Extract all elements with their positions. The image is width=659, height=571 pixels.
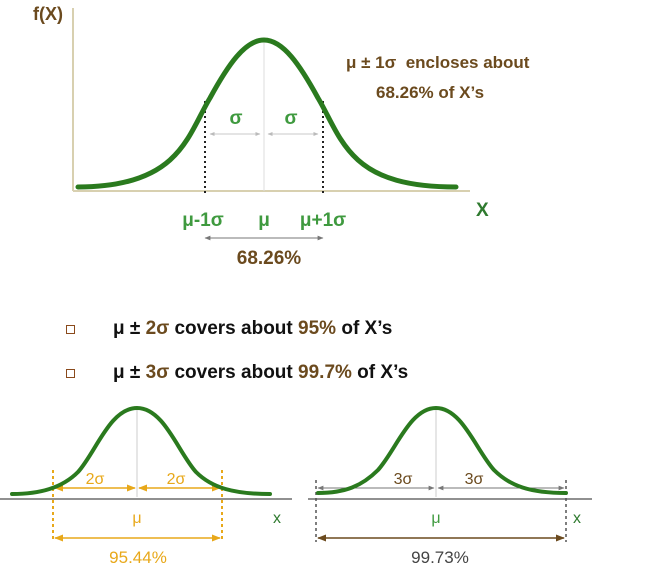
bullet-percent: 95% xyxy=(298,318,337,339)
bullet-k: 3σ xyxy=(145,362,170,383)
x-label-3-sigma: x xyxy=(573,510,581,527)
bullet-percent: 99.7% xyxy=(298,362,352,383)
annotation-line-2: 68.26% of X’s xyxy=(376,83,484,102)
coverage-percent-1-sigma: 68.26% xyxy=(237,248,302,269)
sigma-right-label: σ xyxy=(285,108,298,129)
bullet-item-3-sigma: μ ± 3σ covers about 99.7% of X’s xyxy=(66,362,408,384)
bullet-suffix: of X’s xyxy=(351,362,409,383)
normal-curve-2-sigma xyxy=(10,405,272,496)
bottom-left-panel: 2σ 2σ μ x 95.44% xyxy=(0,405,292,567)
mu-label-2-sigma: μ xyxy=(132,510,141,527)
top-panel: f(X) X σ σ μ ± 1σ encloses about 68.26% … xyxy=(33,4,530,269)
label-left-2-sigma: 2σ xyxy=(86,471,105,488)
bullet-mid: covers about xyxy=(169,318,299,339)
sigma-left-label: σ xyxy=(230,108,243,129)
tick-label-minus-1-sigma: μ-1σ xyxy=(182,210,224,231)
tick-label-plus-1-sigma: μ+1σ xyxy=(300,210,346,231)
bullet-mid: covers about xyxy=(169,362,299,383)
mu-label-3-sigma: μ xyxy=(431,510,440,527)
bullet-prefix: μ ± xyxy=(113,318,146,339)
x-label-2-sigma: x xyxy=(273,510,281,527)
label-right-3-sigma: 3σ xyxy=(465,471,484,488)
y-axis-label: f(X) xyxy=(33,4,63,24)
bullet-square-icon xyxy=(66,324,75,334)
x-axis-label: X xyxy=(476,200,489,221)
normal-curve xyxy=(75,37,459,190)
bullet-prefix: μ ± xyxy=(113,362,146,383)
bottom-right-panel: 3σ 3σ μ x 99.73% xyxy=(308,405,592,567)
bullet-square-icon xyxy=(66,368,75,378)
coverage-percent-2-sigma: 95.44% xyxy=(109,548,167,567)
coverage-percent-3-sigma: 99.73% xyxy=(411,548,469,567)
label-left-3-sigma: 3σ xyxy=(394,471,413,488)
normal-curve-3-sigma xyxy=(316,405,568,495)
bullet-text-2-sigma: μ ± 2σ covers about 95% of X’s xyxy=(113,318,392,340)
label-right-2-sigma: 2σ xyxy=(167,471,186,488)
tick-label-mu: μ xyxy=(258,210,270,231)
bullet-suffix: of X’s xyxy=(336,318,393,339)
annotation-line-1: μ ± 1σ encloses about xyxy=(346,53,530,72)
bullet-text-3-sigma: μ ± 3σ covers about 99.7% of X’s xyxy=(113,362,408,384)
bullet-k: 2σ xyxy=(145,318,170,339)
bullet-item-2-sigma: μ ± 2σ covers about 95% of X’s xyxy=(66,318,392,340)
